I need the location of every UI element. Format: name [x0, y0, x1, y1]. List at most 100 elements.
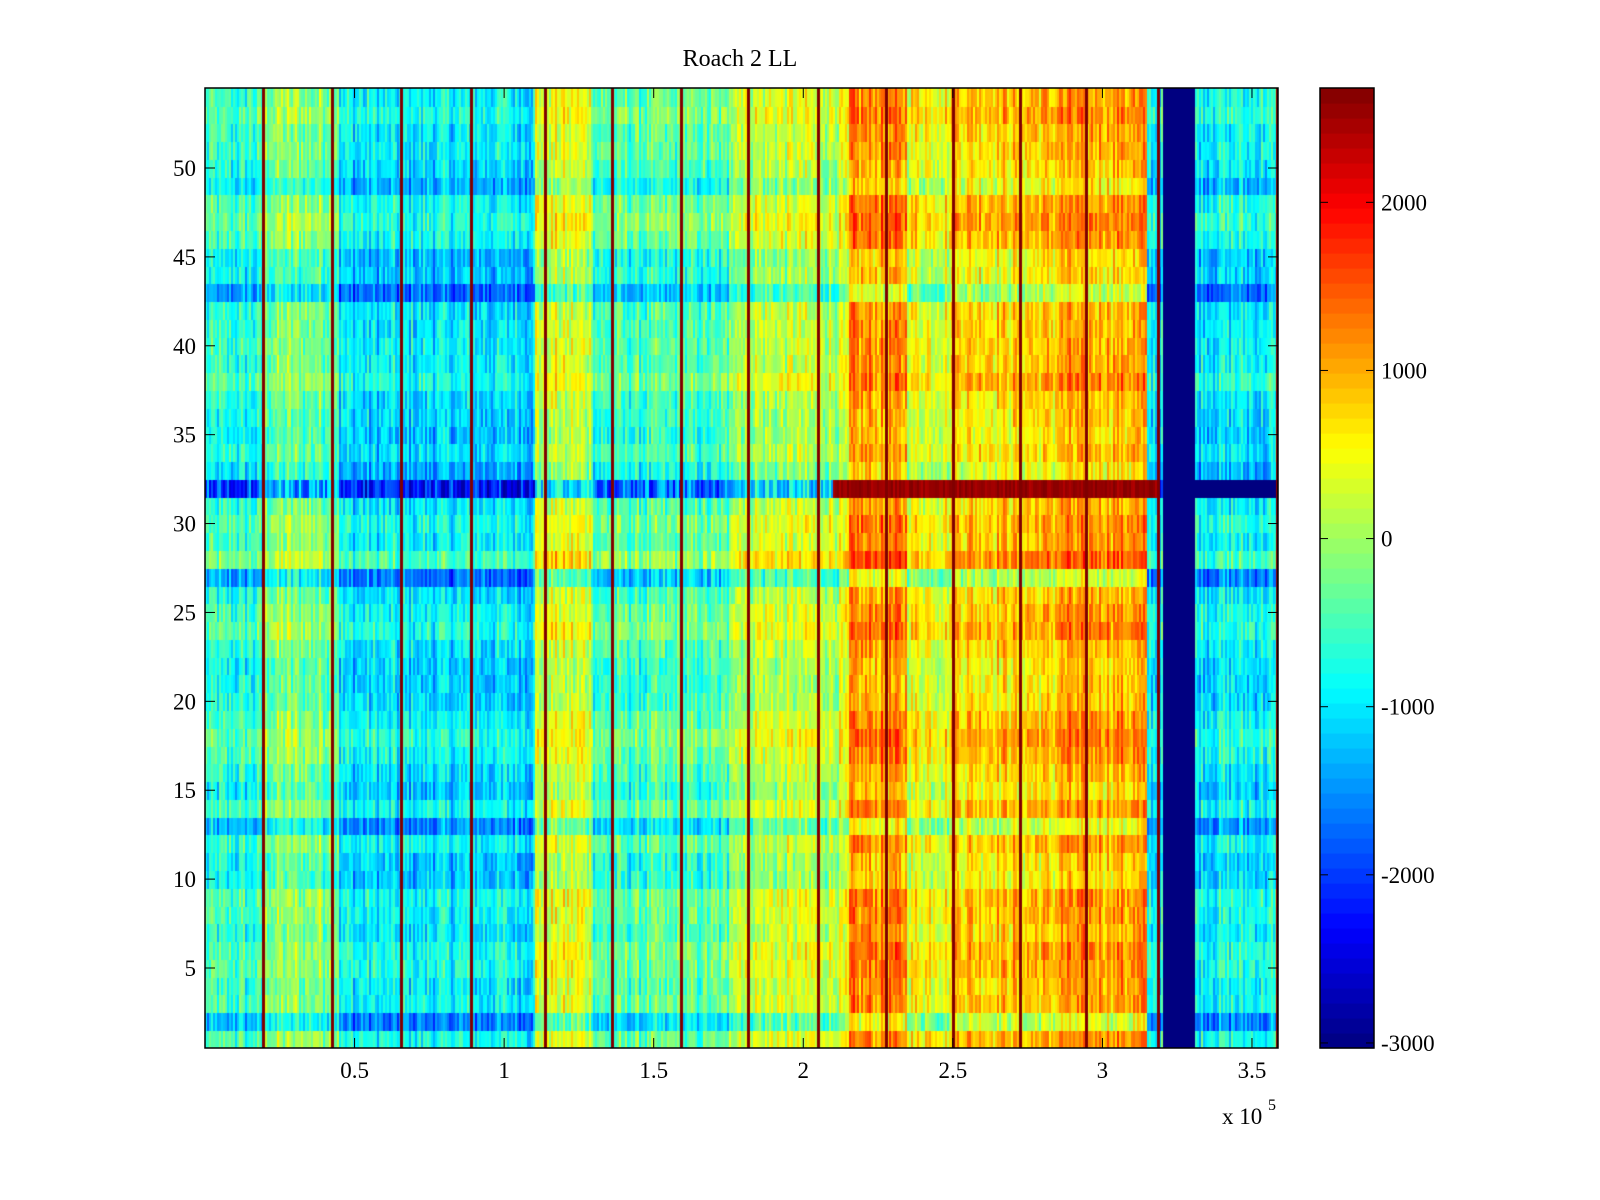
- colorbar-step: [1320, 628, 1374, 644]
- x-tick-label: 3.5: [1238, 1058, 1267, 1083]
- colorbar-tick-label: 2000: [1381, 190, 1427, 215]
- colorbar-step: [1320, 823, 1374, 839]
- stripe-mark: [1019, 88, 1022, 1048]
- colorbar-step: [1320, 958, 1374, 974]
- y-tick-label: 20: [173, 689, 196, 714]
- y-tick-label: 15: [173, 778, 196, 803]
- stripe-mark: [399, 88, 402, 1048]
- colorbar-step: [1320, 493, 1374, 509]
- colorbar-step: [1320, 808, 1374, 824]
- colorbar-tick-label: -2000: [1381, 863, 1435, 888]
- colorbar-step: [1320, 373, 1374, 389]
- colorbar-step: [1320, 913, 1374, 929]
- colorbar-step: [1320, 283, 1374, 299]
- stripe-mark: [679, 88, 682, 1048]
- colorbar-step: [1320, 463, 1374, 479]
- colorbar-step: [1320, 658, 1374, 674]
- colorbar-step: [1320, 718, 1374, 734]
- y-tick-label: 40: [173, 334, 196, 359]
- x-axis-ticks: 0.5 1 1.5 2 2.5 3 3.5: [340, 88, 1266, 1083]
- colorbar-step: [1320, 733, 1374, 749]
- stripe-mark: [1084, 88, 1087, 1048]
- colorbar-step: [1320, 238, 1374, 254]
- y-tick-label: 50: [173, 156, 196, 181]
- stripe-mark: [470, 88, 473, 1048]
- y-tick-label: 10: [173, 867, 196, 892]
- colorbar-step: [1320, 178, 1374, 194]
- colorbar-step: [1320, 148, 1374, 164]
- colorbar-step: [1320, 403, 1374, 419]
- colorbar-step: [1320, 793, 1374, 809]
- x-tick-label: 2: [798, 1058, 810, 1083]
- colorbar-step: [1320, 253, 1374, 269]
- colorbar-step: [1320, 643, 1374, 659]
- colorbar-step: [1320, 868, 1374, 884]
- x-tick-label: 1: [498, 1058, 510, 1083]
- y-tick-label: 25: [173, 600, 196, 625]
- colorbar: [1320, 88, 1374, 1049]
- x-tick-label: 2.5: [938, 1058, 967, 1083]
- colorbar-step: [1320, 448, 1374, 464]
- colorbar-step: [1320, 1003, 1374, 1019]
- x-tick-label: 0.5: [340, 1058, 369, 1083]
- stripe-mark: [951, 88, 954, 1048]
- colorbar-step: [1320, 763, 1374, 779]
- colorbar-step: [1320, 598, 1374, 614]
- colorbar-step: [1320, 1033, 1374, 1049]
- colorbar-step: [1320, 433, 1374, 449]
- colorbar-step: [1320, 133, 1374, 149]
- colorbar-ticks: 2000 1000 0 -1000 -2000 -3000: [1320, 190, 1435, 1056]
- y-tick-label: 45: [173, 245, 196, 270]
- colorbar-step: [1320, 298, 1374, 314]
- stripe-mark: [610, 88, 613, 1048]
- stripe-mark: [331, 88, 334, 1048]
- colorbar-step: [1320, 88, 1374, 104]
- y-axis-ticks: 5 10 15 20 25 30 35 40 45 50: [173, 156, 1278, 981]
- colorbar-tick-label: -3000: [1381, 1031, 1435, 1056]
- colorbar-step: [1320, 388, 1374, 404]
- stripe-mark: [884, 88, 887, 1048]
- heatmap-cells: [205, 88, 1278, 1048]
- stripe-mark: [543, 88, 546, 1048]
- x-tick-label: 3: [1097, 1058, 1109, 1083]
- colorbar-step: [1320, 538, 1374, 554]
- y-tick-label: 30: [173, 512, 196, 537]
- colorbar-step: [1320, 223, 1374, 239]
- colorbar-step: [1320, 703, 1374, 719]
- colorbar-step: [1320, 748, 1374, 764]
- colorbar-step: [1320, 838, 1374, 854]
- colorbar-step: [1320, 358, 1374, 374]
- x-multiplier-label: x 10: [1222, 1104, 1262, 1129]
- colorbar-frame: [1319, 87, 1375, 1049]
- colorbar-tick-label: 1000: [1381, 358, 1427, 383]
- colorbar-step: [1320, 778, 1374, 794]
- colorbar-step: [1320, 898, 1374, 914]
- colorbar-step: [1320, 478, 1374, 494]
- stripe-mark: [817, 88, 820, 1048]
- y-tick-label: 35: [173, 423, 196, 448]
- colorbar-step: [1320, 328, 1374, 344]
- colorbar-step: [1320, 103, 1374, 119]
- colorbar-step: [1320, 673, 1374, 689]
- colorbar-step: [1320, 568, 1374, 584]
- colorbar-step: [1320, 853, 1374, 869]
- colorbar-step: [1320, 193, 1374, 209]
- colorbar-step: [1320, 523, 1374, 539]
- chart-title: Roach 2 LL: [683, 46, 798, 72]
- x-tick-label: 1.5: [639, 1058, 668, 1083]
- colorbar-step: [1320, 343, 1374, 359]
- colorbar-step: [1320, 163, 1374, 179]
- colorbar-step: [1320, 583, 1374, 599]
- colorbar-step: [1320, 928, 1374, 944]
- colorbar-step: [1320, 613, 1374, 629]
- colorbar-step: [1320, 208, 1374, 224]
- plot-frame: [204, 87, 1279, 1049]
- colorbar-step: [1320, 418, 1374, 434]
- heatmap-image: [205, 88, 1278, 1048]
- colorbar-step: [1320, 553, 1374, 569]
- y-tick-label: 5: [185, 956, 197, 981]
- colorbar-step: [1320, 1018, 1374, 1034]
- colorbar-tick-label: 0: [1381, 527, 1393, 552]
- colorbar-step: [1320, 988, 1374, 1004]
